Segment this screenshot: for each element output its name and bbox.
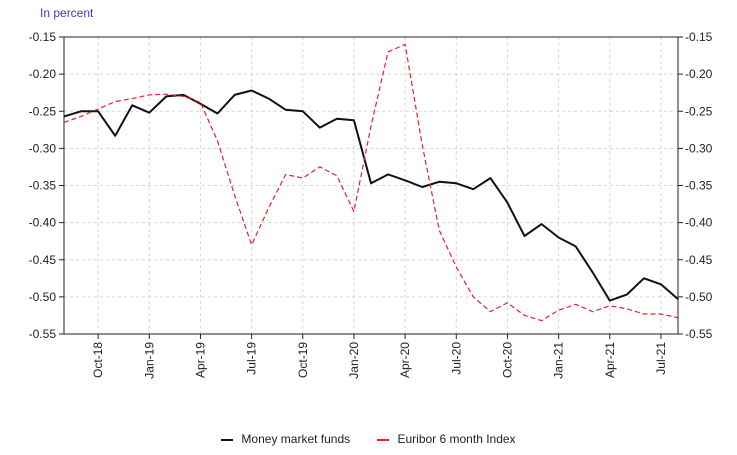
- y-tick-label-right: -0.20: [685, 67, 713, 81]
- y-tick-label-right: -0.55: [685, 327, 713, 341]
- x-tick-label: Oct-18: [91, 342, 105, 378]
- legend-swatch-solid: [221, 438, 234, 441]
- legend-label: Euribor 6 month Index: [397, 432, 516, 446]
- y-tick-label-right: -0.40: [685, 216, 713, 230]
- y-tick-label-left: -0.40: [29, 216, 57, 230]
- y-tick-label-left: -0.20: [29, 67, 57, 81]
- x-tick-label: Apr-19: [193, 342, 207, 378]
- unit-label: In percent: [40, 6, 94, 20]
- x-tick-label: Jul-19: [245, 342, 259, 375]
- y-tick-label-left: -0.15: [29, 30, 57, 44]
- y-tick-label-left: -0.35: [29, 179, 57, 193]
- x-tick-label: Apr-21: [603, 342, 617, 378]
- y-tick-label-left: -0.55: [29, 327, 57, 341]
- y-tick-label-left: -0.30: [29, 141, 57, 155]
- y-tick-label-right: -0.45: [685, 253, 713, 267]
- x-tick-label: Jan-21: [552, 342, 566, 379]
- y-tick-label-left: -0.45: [29, 253, 57, 267]
- legend-label: Money market funds: [241, 432, 351, 446]
- legend-item-money-market-funds: Money market funds: [221, 432, 350, 446]
- plot-frame: [63, 36, 679, 335]
- grid-lines: [64, 36, 678, 335]
- y-tick-label-left: -0.50: [29, 290, 57, 304]
- series-lines: [63, 43, 679, 322]
- legend: Money market funds Euribor 6 month Index: [0, 432, 737, 446]
- x-tick-label: Oct-19: [296, 342, 310, 378]
- y-tick-label-right: -0.50: [685, 290, 713, 304]
- y-tick-label-right: -0.25: [685, 104, 713, 118]
- y-tick-label-left: -0.25: [29, 104, 57, 118]
- x-tick-label: Jul-21: [654, 342, 668, 375]
- x-tick-label: Apr-20: [398, 342, 412, 378]
- y-tick-label-right: -0.30: [685, 141, 713, 155]
- y-tick-label-right: -0.35: [685, 179, 713, 193]
- series-line-money-market-funds: [63, 89, 679, 302]
- x-tick-label: Jan-20: [347, 342, 361, 379]
- x-tick-label: Jan-19: [142, 342, 156, 379]
- series-line-euribor-6-month: [63, 43, 679, 322]
- x-tick-label: Jul-20: [449, 342, 463, 375]
- x-tick-label: Oct-20: [500, 342, 514, 378]
- legend-swatch-dashed: [377, 438, 390, 441]
- y-tick-label-right: -0.15: [685, 30, 713, 44]
- legend-item-euribor: Euribor 6 month Index: [377, 432, 516, 446]
- axes: -0.15 -0.15 -0.20 -0.20 -0.25 -0.25 -0.30 -0.30…: [29, 30, 713, 379]
